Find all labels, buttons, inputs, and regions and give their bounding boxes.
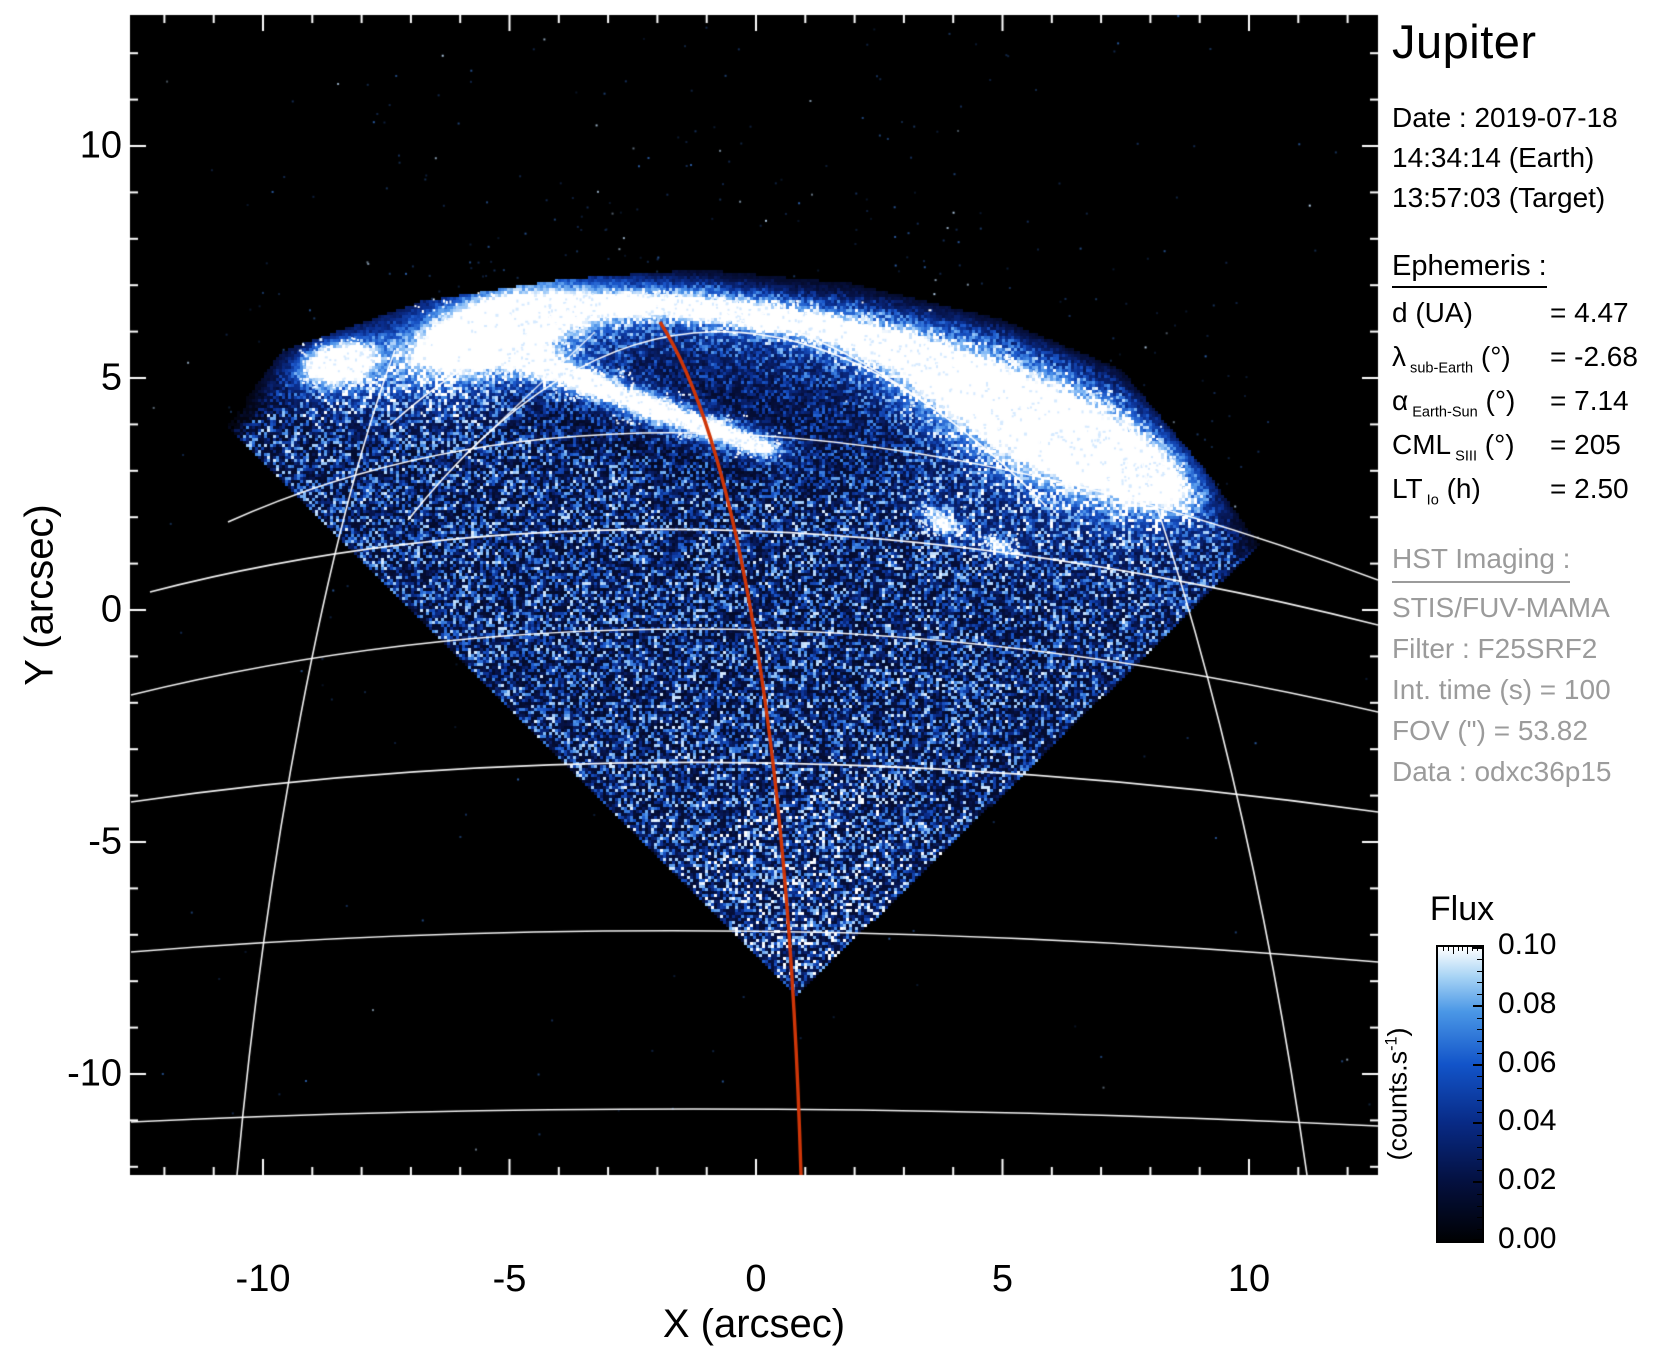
colorbar-minor-tick	[1477, 1135, 1482, 1137]
x-tick-label: -5	[492, 1258, 527, 1300]
x-axis-title: X (arcsec)	[662, 1302, 846, 1346]
ephemeris-row: λ sub-Earth (°) = -2.68	[1392, 341, 1638, 385]
colorbar-tick-label: 0.02	[1498, 1163, 1557, 1197]
y-tick-label: -5	[88, 820, 122, 863]
colorbar-tick	[1473, 1063, 1482, 1066]
colorbar-minor-tick	[1477, 970, 1482, 972]
ephemeris-row: d (UA) = 4.47	[1392, 297, 1638, 341]
colorbar-unit-text: (counts.s	[1382, 1050, 1413, 1161]
colorbar-minor-tick	[1477, 958, 1482, 960]
colorbar-top-minor-tick	[1472, 947, 1474, 951]
hst-line: Filter : F25SRF2	[1392, 633, 1598, 664]
colorbar-minor-tick	[1477, 982, 1482, 984]
x-tick-label: 0	[745, 1258, 767, 1300]
colorbar-minor-tick	[1477, 1088, 1482, 1090]
x-tick-label: 10	[1227, 1258, 1271, 1300]
hst-line: STIS/FUV-MAMA	[1392, 592, 1610, 623]
colorbar-unit-close: )	[1382, 1027, 1413, 1037]
colorbar-minor-tick	[1477, 1041, 1482, 1043]
hst-lines: STIS/FUV-MAMA Filter : F25SRF2 Int. time (…	[1392, 587, 1612, 792]
colorbar-top-minor-tick	[1467, 947, 1469, 954]
colorbar-unit: (counts.s-1)	[1383, 1028, 1414, 1161]
ephemeris-row: α Earth-Sun (°) = 7.14	[1392, 385, 1638, 429]
y-tick-label: -10	[67, 1052, 122, 1095]
colorbar-tick-label: 0.06	[1498, 1045, 1557, 1079]
colorbar	[1436, 945, 1484, 1243]
colorbar-minor-tick	[1477, 1052, 1482, 1054]
colorbar-minor-tick	[1477, 1193, 1482, 1195]
colorbar-top-minor-tick	[1452, 947, 1454, 954]
colorbar-tick	[1473, 1239, 1482, 1241]
colorbar-tick	[1473, 1122, 1482, 1125]
colorbar-minor-tick	[1477, 1217, 1482, 1219]
ephemeris-label: LT Io (h)	[1392, 473, 1481, 509]
colorbar-minor-tick	[1477, 1111, 1482, 1113]
colorbar-top-minor-tick	[1442, 947, 1444, 951]
ephemeris-row: LT Io (h) = 2.50	[1392, 473, 1638, 517]
colorbar-tick-label: 0.00	[1498, 1222, 1557, 1255]
hst-heading: HST Imaging :	[1392, 538, 1571, 583]
colorbar-minor-tick	[1477, 1099, 1482, 1101]
y-tick-label: 5	[100, 356, 122, 399]
y-tick-labels: 10 5 0 -5 -10	[0, 0, 122, 1367]
ephemeris-heading: Ephemeris :	[1392, 250, 1547, 288]
ephemeris-table: d (UA) = 4.47 λ sub-Earth (°) = -2.68 α Eart…	[1392, 297, 1638, 517]
colorbar-tick	[1473, 1004, 1482, 1007]
y-axis-title: Y (arcsec)	[17, 504, 62, 686]
observation-datetime: Date : 2019-07-18 14:34:14 (Earth) 13:57…	[1392, 98, 1618, 218]
colorbar-minor-tick	[1477, 1229, 1482, 1231]
ephemeris-label: α Earth-Sun (°)	[1392, 385, 1516, 421]
colorbar-tick-label: 0.10	[1498, 928, 1557, 961]
colorbar-top-minor-tick	[1462, 947, 1464, 951]
page-title: Jupiter	[1392, 15, 1537, 68]
colorbar-tick	[1473, 1181, 1482, 1184]
colorbar-minor-tick	[1477, 1205, 1482, 1207]
ephemeris-row: CML SIII (°) = 205	[1392, 429, 1638, 473]
colorbar-minor-tick	[1477, 1076, 1482, 1078]
colorbar-minor-tick	[1477, 1017, 1482, 1019]
hst-line: Int. time (s) = 100	[1392, 674, 1611, 705]
colorbar-minor-tick	[1477, 1146, 1482, 1148]
time-target: 13:57:03 (Target)	[1392, 182, 1606, 213]
colorbar-minor-tick	[1477, 1170, 1482, 1172]
hst-line: Data : odxc36p15	[1392, 756, 1612, 787]
ephemeris-value: = -2.68	[1550, 341, 1638, 372]
x-tick-label: 5	[991, 1258, 1014, 1300]
colorbar-tick-label: 0.08	[1498, 986, 1557, 1020]
hst-line: FOV (") = 53.82	[1392, 715, 1588, 746]
colorbar-top-minor-tick	[1447, 947, 1449, 951]
colorbar-minor-tick	[1477, 1158, 1482, 1160]
colorbar-minor-tick	[1477, 1029, 1482, 1031]
date-line: Date : 2019-07-18	[1392, 102, 1618, 133]
ephemeris-label: CML SIII (°)	[1392, 429, 1515, 465]
colorbar-top-minor-tick	[1457, 947, 1459, 951]
x-tick-label: -10	[235, 1258, 291, 1300]
y-tick-label: 0	[100, 588, 122, 631]
colorbar-minor-tick	[1477, 994, 1482, 996]
ephemeris-label: d (UA)	[1392, 297, 1473, 328]
ephemeris-value: = 4.47	[1550, 297, 1629, 328]
colorbar-unit-exponent: -1	[1382, 1036, 1401, 1051]
colorbar-top-minor-tick	[1477, 947, 1479, 951]
hst-imaging-block: HST Imaging : STIS/FUV-MAMA Filter : F25S…	[1392, 538, 1612, 792]
ephemeris-value: = 205	[1550, 429, 1621, 460]
ephemeris-value: = 2.50	[1550, 473, 1629, 504]
ephemeris-label: λ sub-Earth (°)	[1392, 341, 1511, 377]
colorbar-tick-label: 0.04	[1498, 1104, 1557, 1138]
time-earth: 14:34:14 (Earth)	[1392, 142, 1595, 173]
y-tick-label: 10	[79, 124, 122, 167]
ephemeris-value: = 7.14	[1550, 385, 1629, 416]
colorbar-title: Flux	[1429, 890, 1495, 928]
x-tick-labels: -10 -5 0 5 10	[0, 1258, 1676, 1308]
